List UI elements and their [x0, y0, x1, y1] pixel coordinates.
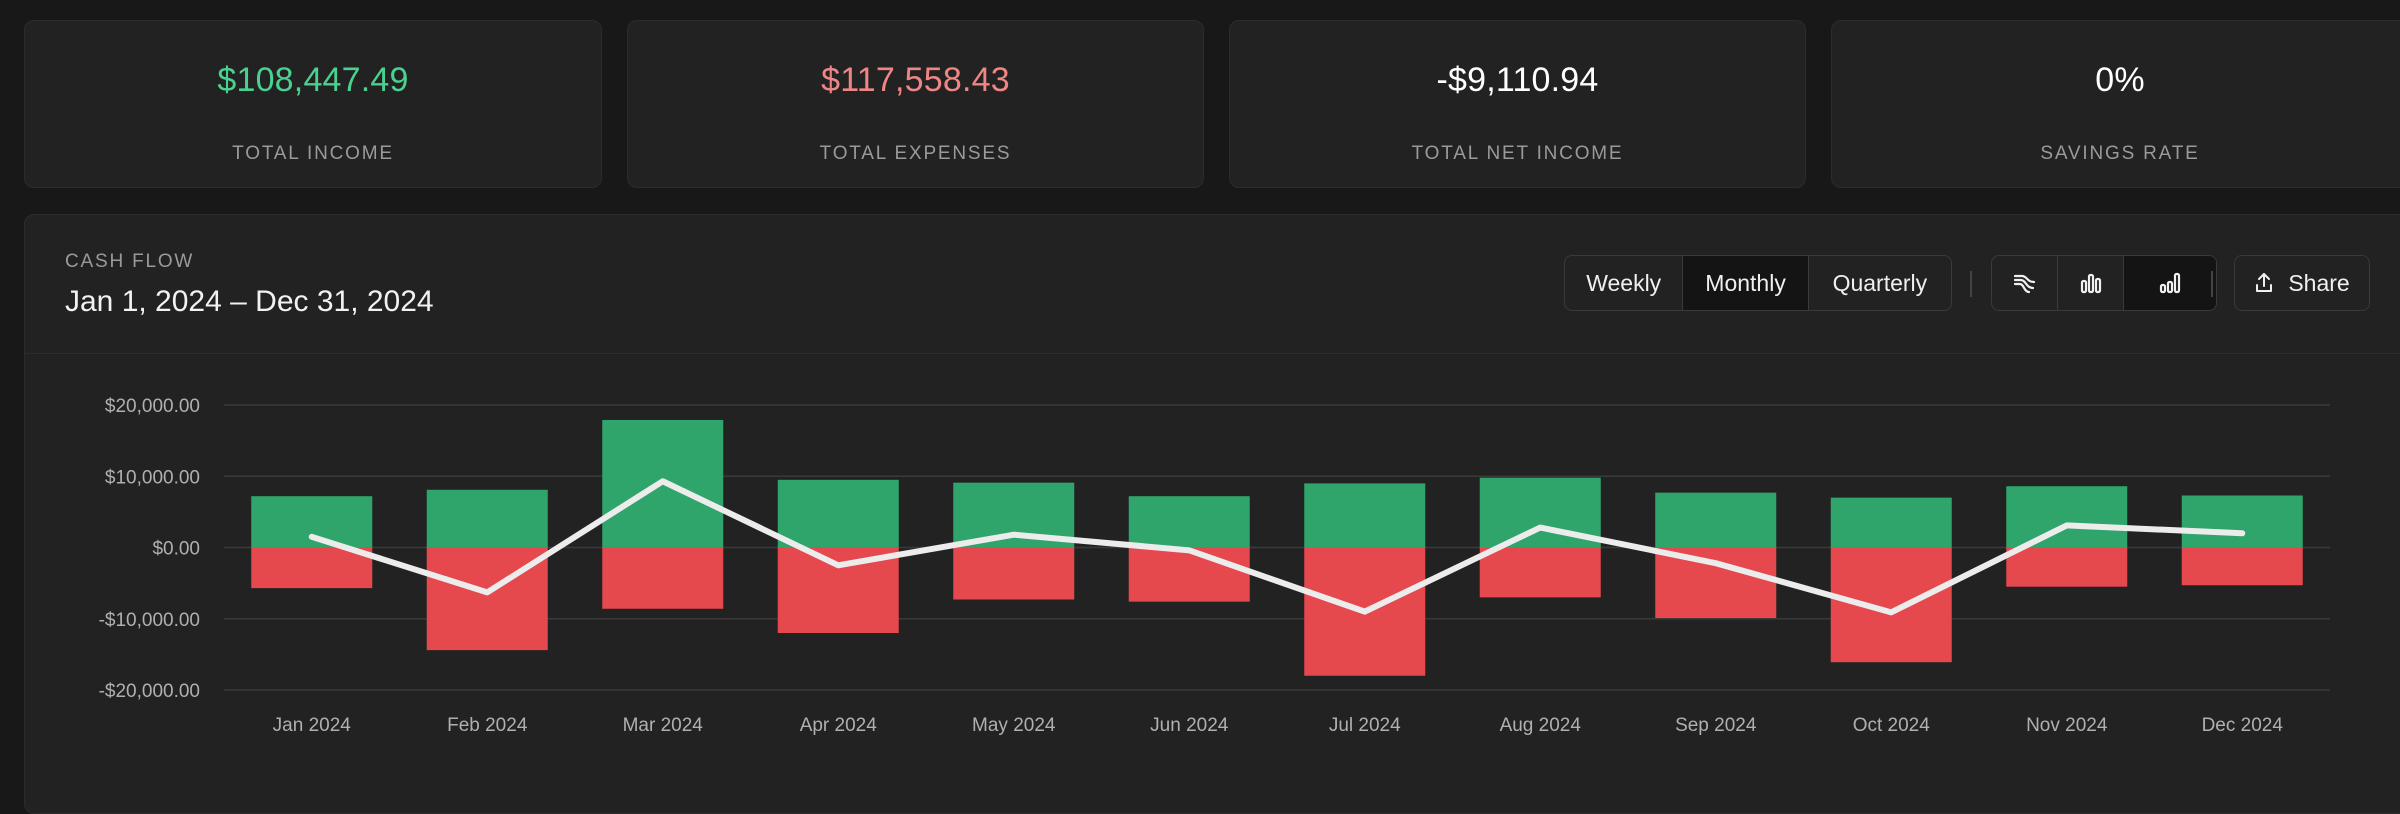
savings-rate-value: 0% — [2095, 61, 2145, 99]
sankey-icon — [2013, 274, 2035, 294]
expense-bar — [777, 547, 899, 633]
expense-bar — [953, 547, 1075, 600]
toolbar-divider-2 — [2211, 271, 2213, 297]
stat-card-total-expenses: $117,558.43 TOTAL EXPENSES — [627, 20, 1204, 188]
y-tick-label: $20,000.00 — [105, 396, 200, 417]
expense-bar — [1655, 547, 1777, 619]
period-monthly-button[interactable]: Monthly — [1682, 256, 1808, 310]
total-income-label: TOTAL INCOME — [232, 143, 394, 164]
date-range-title: Jan 1, 2024 – Dec 31, 2024 — [65, 285, 434, 318]
x-tick-label: Jan 2024 — [273, 715, 352, 736]
income-bar — [2006, 486, 2128, 548]
x-tick-label: Apr 2024 — [800, 715, 878, 736]
bar-view-button[interactable] — [2057, 256, 2122, 310]
income-bar — [1304, 483, 1426, 548]
total-expenses-value: $117,558.43 — [821, 61, 1010, 99]
panel-kicker: CASH FLOW — [65, 251, 195, 272]
stat-card-total-net-income: -$9,110.94 TOTAL NET INCOME — [1229, 20, 1806, 188]
expense-bar — [2181, 547, 2303, 586]
x-tick-label: Jul 2024 — [1329, 715, 1401, 736]
bar-line-chart-icon — [2159, 272, 2181, 294]
total-expenses-label: TOTAL EXPENSES — [819, 143, 1012, 164]
y-tick-label: -$10,000.00 — [99, 610, 200, 631]
income-bar — [1830, 497, 1952, 548]
share-label: Share — [2288, 269, 2350, 296]
expense-bar — [602, 547, 724, 609]
x-tick-label: Dec 2024 — [2202, 715, 2284, 736]
share-icon — [2256, 273, 2273, 292]
x-tick-label: Feb 2024 — [447, 715, 528, 736]
y-tick-label: $0.00 — [152, 539, 200, 560]
total-net-income-value: -$9,110.94 — [1436, 61, 1599, 99]
savings-rate-label: SAVINGS RATE — [2040, 143, 2200, 164]
x-tick-label: Nov 2024 — [2026, 715, 2108, 736]
expense-bar — [1830, 547, 1952, 663]
sankey-view-button[interactable] — [1992, 256, 2057, 310]
income-bar — [1128, 496, 1250, 548]
x-tick-label: May 2024 — [972, 715, 1056, 736]
x-tick-label: Sep 2024 — [1675, 715, 1757, 736]
period-weekly-button[interactable]: Weekly — [1586, 269, 1662, 296]
net-income-line — [308, 478, 2246, 616]
share-button[interactable]: Share — [2234, 255, 2370, 311]
stat-card-total-income: $108,447.49 TOTAL INCOME — [24, 20, 602, 188]
expense-bar — [1128, 547, 1250, 602]
x-tick-label: Aug 2024 — [1500, 715, 1582, 736]
period-quarterly-button[interactable]: Quarterly — [1807, 256, 1951, 310]
total-income-value: $108,447.49 — [217, 61, 409, 99]
stat-card-savings-rate: 0% SAVINGS RATE — [1831, 20, 2400, 188]
view-toggle — [1991, 255, 2217, 311]
expense-bar — [1479, 547, 1601, 598]
y-tick-label: -$20,000.00 — [99, 681, 200, 702]
bar-line-view-button[interactable] — [2122, 256, 2216, 310]
income-bar — [2181, 495, 2303, 548]
bar-chart-icon — [2080, 273, 2101, 294]
expense-bar — [2006, 547, 2128, 587]
total-net-income-label: TOTAL NET INCOME — [1411, 143, 1624, 164]
period-toggle: Weekly Monthly Quarterly — [1564, 255, 1952, 311]
income-bar — [426, 489, 548, 548]
cash-flow-header: CASH FLOW Jan 1, 2024 – Dec 31, 2024 Wee… — [25, 215, 2400, 354]
expense-bar — [251, 547, 373, 589]
income-bar — [1655, 492, 1777, 548]
cash-flow-chart: $20,000.00 $10,000.00 $0.00 -$10,000.00 -$20… — [99, 396, 2330, 736]
x-tick-label: Oct 2024 — [1853, 715, 1931, 736]
income-bar — [777, 479, 899, 548]
x-tick-label: Mar 2024 — [623, 715, 704, 736]
x-tick-label: Jun 2024 — [1150, 715, 1229, 736]
toolbar-divider — [1970, 271, 1972, 297]
y-tick-label: $10,000.00 — [105, 467, 200, 488]
